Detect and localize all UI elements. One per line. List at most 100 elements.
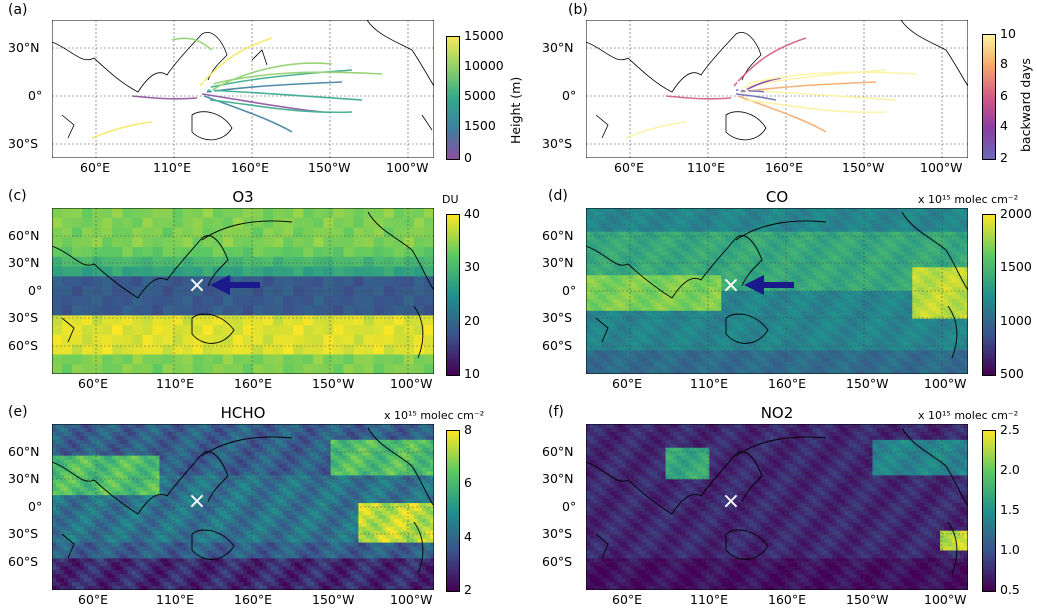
colorbar-label: backward days [1018,58,1033,152]
cross-marker-icon: × [200,75,218,100]
lon-tick: 110°E [690,592,729,607]
gridded-map-d: × [586,208,968,374]
lon-tick: 160°E [768,592,807,607]
lon-tick: 110°E [153,160,192,175]
lat-tick: 0° [562,499,577,514]
lon-tick: 60°E [612,376,643,391]
lat-tick: 30°S [542,310,573,325]
lat-tick: 30°S [542,136,573,151]
lon-tick: 60°E [614,160,645,175]
lon-tick: 100°W [920,160,963,175]
colorbar-tick: 1500 [464,118,496,133]
cross-marker-icon: × [722,489,740,514]
lon-tick: 160°E [234,376,273,391]
lon-tick: 150°W [846,376,889,391]
colorbar-label: Height (m) [508,76,523,144]
lon-tick: 110°E [156,376,195,391]
lat-tick: 0° [28,88,43,103]
lat-tick: 0° [562,88,577,103]
panel-label: (b) [568,2,588,18]
colorbar-tick: 1000 [1000,312,1032,328]
colorbar-tick: 4 [464,528,472,544]
lon-tick: 160°E [231,160,270,175]
lat-tick: 30°N [8,40,40,55]
colorbar-tick: 2 [464,582,472,597]
gridded-map-f: × [586,424,968,590]
colorbar [446,36,460,160]
lat-tick: 60°N [8,228,40,243]
lon-tick: 150°W [312,376,355,391]
colorbar-tick: 30 [464,259,480,275]
colorbar [446,430,460,592]
lat-tick: 30°N [542,255,574,270]
trajectory-days-map: × [586,20,968,158]
lon-tick: 60°E [612,592,643,607]
colorbar-tick: 2.5 [1000,422,1020,437]
colorbar-tick: 1500 [1000,259,1032,275]
arrow-left-icon [210,275,260,295]
colorbar-tick: 0 [464,150,472,165]
colorbar-tick: 4 [1000,118,1008,133]
panel-label: (d) [548,188,568,204]
lon-tick: 100°W [386,160,429,175]
colorbar [982,430,996,592]
colorbar-unit: x 10¹⁵ molec cm⁻² [918,409,1019,422]
panel-label: (c) [8,188,27,204]
colorbar-tick: 10 [464,366,480,381]
colorbar-tick: 5000 [464,88,496,103]
lon-tick: 60°E [80,160,111,175]
colorbar-tick: 10 [1000,26,1016,41]
colorbar-tick: 2000 [1000,206,1032,221]
colorbar-tick: 2.0 [1000,462,1020,477]
lat-tick: 60°N [542,228,574,243]
lon-tick: 60°E [78,592,109,607]
lon-tick: 160°E [234,592,273,607]
panel-label: (a) [8,2,28,18]
cross-marker-icon: × [734,75,752,100]
lat-tick: 30°S [542,526,573,541]
panel-label: (e) [8,404,28,420]
lat-tick: 60°S [8,338,39,353]
colorbar-tick: 1.5 [1000,502,1020,517]
lon-tick: 160°E [768,376,807,391]
colorbar-tick: 40 [464,206,480,221]
gridded-map-c: × [52,208,434,374]
colorbar-tick: 20 [464,312,480,328]
lat-tick: 60°S [542,338,573,353]
lat-tick: 0° [28,499,43,514]
lat-tick: 60°N [8,444,40,459]
colorbar-tick: 8 [1000,56,1008,71]
panel-title: HCHO [220,404,266,422]
gridded-map-e: × [52,424,434,590]
lon-tick: 100°W [924,376,967,391]
lon-tick: 150°W [312,592,355,607]
colorbar-tick: 1.0 [1000,542,1020,557]
colorbar-unit: x 10¹⁵ molec cm⁻² [918,193,1019,206]
lat-tick: 60°N [542,444,574,459]
trajectory-height-map: × [52,20,434,158]
panel-title: O3 [232,188,254,206]
lon-tick: 150°W [308,160,351,175]
panel-label: (f) [548,404,564,420]
colorbar-tick: 2 [1000,150,1008,165]
lon-tick: 60°E [78,376,109,391]
cross-marker-icon: × [188,273,206,298]
lat-tick: 30°N [542,40,574,55]
colorbar-unit: DU [442,193,459,206]
lat-tick: 0° [28,283,43,298]
lat-tick: 0° [562,283,577,298]
lon-tick: 100°W [924,592,967,607]
colorbar-tick: 10000 [464,58,504,73]
colorbar [982,214,996,376]
lat-tick: 30°N [542,471,574,486]
cross-marker-icon: × [722,273,740,298]
lat-tick: 60°S [542,554,573,569]
lon-tick: 150°W [842,160,885,175]
colorbar-tick: 15000 [464,28,504,43]
colorbar-tick: 8 [464,422,472,437]
colorbar-tick: 500 [1000,366,1024,381]
lat-tick: 30°S [8,136,39,151]
colorbar-tick: 6 [1000,88,1008,103]
colorbar-tick: 0.5 [1000,582,1020,597]
lon-tick: 110°E [156,592,195,607]
